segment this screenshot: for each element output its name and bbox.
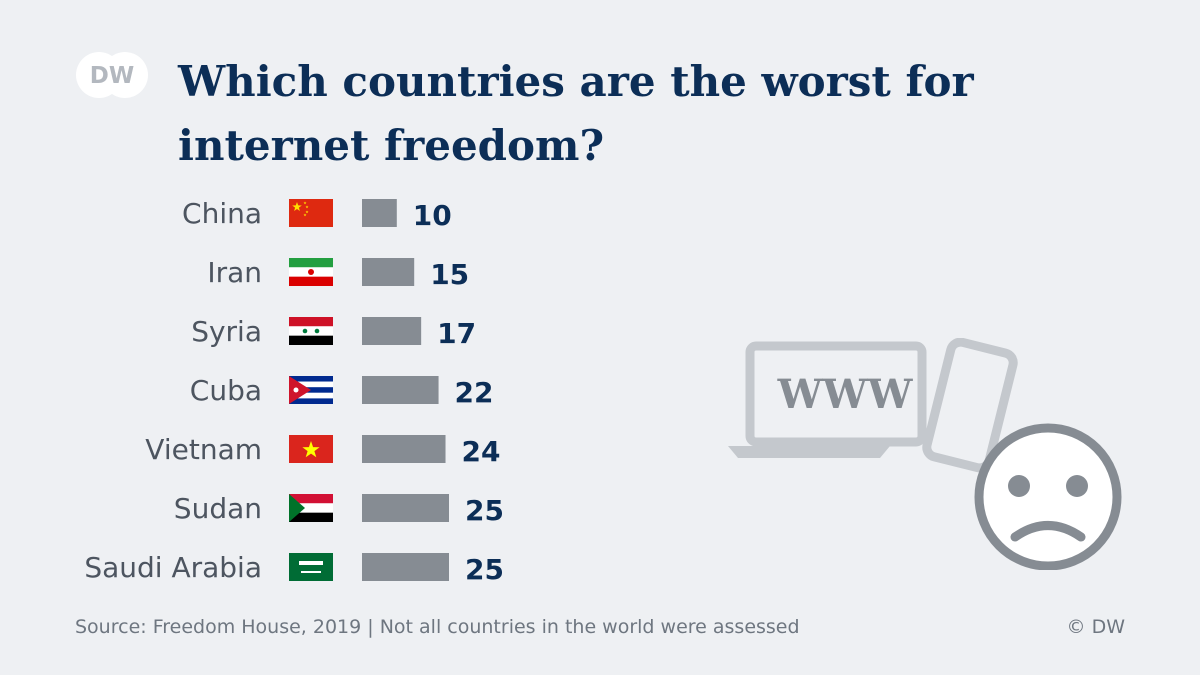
vietnam-flag-icon [289, 435, 333, 463]
country-label: Vietnam [145, 433, 262, 466]
country-label: Saudi Arabia [84, 551, 262, 584]
value-label: 25 [465, 553, 504, 586]
china-flag-icon [289, 199, 333, 227]
bar [362, 199, 397, 227]
syria-flag-icon [289, 317, 333, 345]
value-label: 22 [455, 376, 494, 409]
country-label: Cuba [190, 374, 262, 407]
cuba-flag-icon [289, 376, 333, 404]
country-label: Syria [191, 315, 262, 348]
bar [362, 553, 449, 581]
iran-flag-icon [289, 258, 333, 286]
dw-logo-text: DW [90, 63, 134, 89]
bar [362, 494, 449, 522]
value-label: 10 [413, 199, 452, 232]
value-label: 25 [465, 494, 504, 527]
bar [362, 435, 446, 463]
chart-title: Which countries are the worst for intern… [178, 50, 1078, 178]
sudan-flag-icon [289, 494, 333, 522]
country-label: Iran [207, 256, 262, 289]
bar [362, 258, 415, 286]
copyright-credit: © DW [1066, 616, 1125, 638]
value-label: 15 [430, 258, 469, 291]
value-label: 17 [437, 317, 476, 350]
saudi-arabia-flag-icon [289, 553, 333, 581]
title-line-1: Which countries are the worst for [178, 57, 974, 106]
value-label: 24 [462, 435, 501, 468]
dw-logo: DW [76, 52, 148, 98]
smartphone-icon [922, 338, 1018, 473]
bar [362, 376, 439, 404]
country-label: China [182, 197, 262, 230]
country-label: Sudan [174, 492, 262, 525]
bar [362, 317, 422, 345]
source-note: Source: Freedom House, 2019 | Not all co… [75, 616, 800, 638]
internet-sad-illustration: WWW [728, 338, 1122, 570]
www-label: WWW [777, 371, 914, 418]
title-line-2: internet freedom? [178, 121, 605, 170]
sad-face-icon [974, 423, 1122, 570]
laptop-icon [728, 341, 927, 458]
